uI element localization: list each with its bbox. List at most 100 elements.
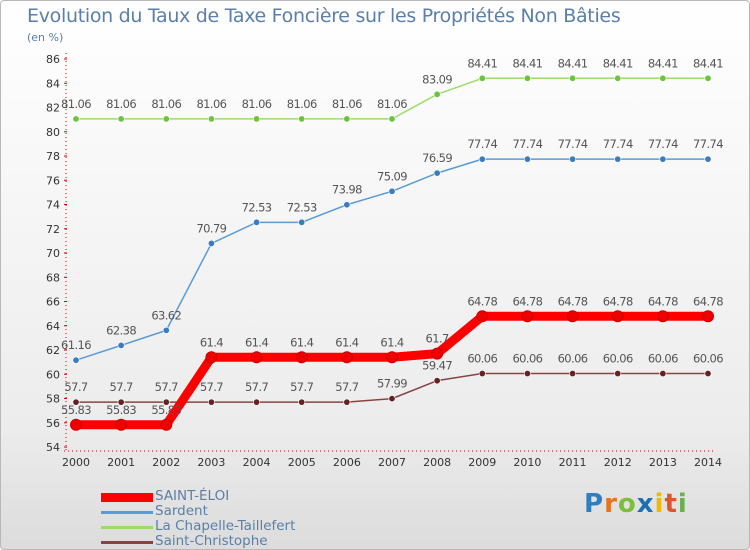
data-label: 55.83 — [61, 403, 91, 417]
series-point — [569, 74, 577, 82]
series-point — [523, 74, 531, 82]
data-label: 84.41 — [603, 56, 633, 70]
data-label: 77.74 — [693, 137, 723, 151]
y-tick-label: 64 — [46, 320, 60, 333]
data-label: 60.06 — [512, 352, 542, 366]
data-label: 57.7 — [290, 380, 313, 394]
data-label: 75.09 — [377, 169, 407, 183]
data-label: 84.41 — [648, 56, 678, 70]
data-label: 81.06 — [61, 97, 91, 111]
y-tick-label: 66 — [46, 296, 60, 309]
series-point — [702, 310, 714, 323]
y-tick-label: 76 — [46, 174, 60, 187]
logo-letter: i — [654, 489, 665, 519]
data-label: 83.09 — [422, 72, 452, 86]
data-label: 62.38 — [106, 323, 136, 337]
series-point — [160, 418, 173, 431]
series-point — [117, 341, 125, 349]
data-label: 55.83 — [106, 403, 136, 417]
legend-swatch — [101, 541, 153, 544]
series-point — [117, 115, 125, 123]
data-label: 57.7 — [64, 380, 87, 394]
chart-title: Evolution du Taux de Taxe Foncière sur l… — [27, 5, 621, 27]
series-point — [433, 169, 441, 177]
legend-swatch — [101, 526, 153, 529]
x-tick-label: 2008 — [423, 456, 451, 469]
series-point — [298, 398, 306, 406]
data-label: 57.7 — [335, 380, 358, 394]
data-label: 61.4 — [245, 335, 268, 349]
logo-letter: o — [617, 489, 637, 519]
legend-label: Sardent — [155, 503, 208, 519]
x-tick-label: 2004 — [243, 456, 271, 469]
series-point — [115, 418, 128, 431]
series-point — [343, 398, 351, 406]
y-tick-label: 62 — [46, 344, 60, 357]
series-point — [478, 74, 486, 82]
y-tick-label: 58 — [46, 393, 60, 406]
series-point — [431, 347, 444, 360]
x-tick-label: 2010 — [513, 456, 541, 469]
data-label: 61.16 — [61, 338, 91, 352]
series-point — [207, 115, 215, 123]
data-label: 70.79 — [196, 221, 226, 235]
series-point — [207, 398, 215, 406]
data-label: 84.41 — [512, 56, 542, 70]
series-point — [388, 187, 396, 195]
logo-letter: t — [664, 489, 678, 519]
legend-swatch — [101, 511, 153, 514]
data-label: 84.41 — [558, 56, 588, 70]
series-point — [343, 115, 351, 123]
data-label: 55.83 — [151, 403, 181, 417]
data-label: 81.06 — [377, 97, 407, 111]
y-tick-label: 86 — [46, 53, 60, 66]
data-label: 77.74 — [558, 137, 588, 151]
y-tick-label: 70 — [46, 247, 60, 260]
logo-letter: x — [636, 489, 655, 519]
series-point — [566, 310, 579, 323]
series-point — [659, 370, 667, 378]
legend-label: Saint-Christophe — [155, 533, 268, 549]
data-label: 84.41 — [693, 56, 723, 70]
data-label: 73.98 — [332, 183, 362, 197]
data-label: 64.78 — [558, 294, 588, 308]
data-label: 76.59 — [422, 151, 452, 165]
series-point — [72, 115, 80, 123]
series-point — [298, 218, 306, 226]
data-label: 77.74 — [648, 137, 678, 151]
data-label: 60.06 — [693, 352, 723, 366]
y-tick-label: 78 — [46, 150, 60, 163]
data-label: 61.4 — [290, 335, 313, 349]
proxiti-logo: Proxiti — [584, 489, 688, 519]
x-tick-label: 2012 — [604, 456, 632, 469]
data-label: 61.4 — [335, 335, 358, 349]
x-tick-label: 2000 — [62, 456, 90, 469]
legend-label: SAINT-ÉLOI — [155, 488, 230, 504]
series-point — [476, 310, 489, 323]
series-point — [117, 398, 125, 406]
series-point — [298, 115, 306, 123]
series-point — [614, 370, 622, 378]
logo-letter: P — [584, 489, 605, 519]
legend-swatch — [101, 493, 153, 502]
data-label: 81.06 — [196, 97, 226, 111]
series-point — [614, 155, 622, 163]
series-point — [569, 155, 577, 163]
series-point — [162, 398, 170, 406]
series-point — [253, 115, 261, 123]
series-point — [523, 370, 531, 378]
logo-letter: i — [677, 489, 688, 519]
data-label: 81.06 — [332, 97, 362, 111]
data-label: 61.4 — [380, 335, 403, 349]
x-tick-label: 2005 — [288, 456, 316, 469]
series-point — [611, 310, 624, 323]
data-label: 57.7 — [245, 380, 268, 394]
data-label: 64.78 — [693, 294, 723, 308]
series-point — [386, 351, 398, 364]
data-label: 81.06 — [287, 97, 317, 111]
y-tick-label: 60 — [46, 368, 60, 381]
data-label: 57.7 — [155, 380, 178, 394]
series-point — [523, 155, 531, 163]
data-label: 81.06 — [242, 97, 272, 111]
